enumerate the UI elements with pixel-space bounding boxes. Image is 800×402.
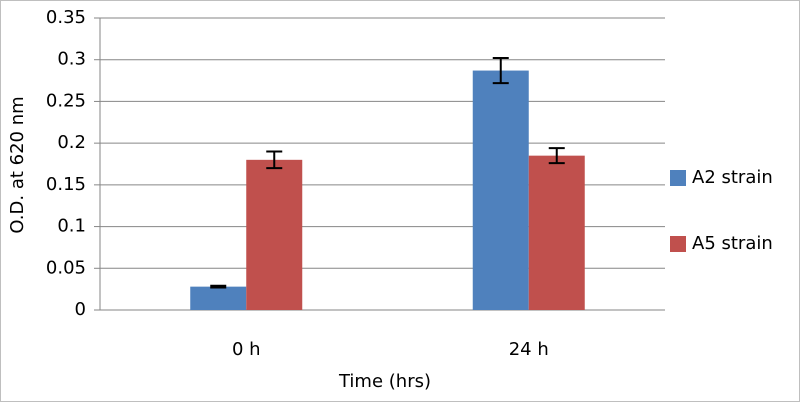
legend-swatch [670,170,686,186]
y-tick-label: 0.1 [57,216,86,237]
y-tick-label: 0.05 [46,257,86,278]
x-tick-label: 24 h [509,339,549,360]
y-tick-label: 0.3 [57,49,86,70]
y-tick-label: 0.2 [57,132,86,153]
y-tick-label: 0.25 [46,90,86,111]
bar [190,286,247,310]
error-bar [492,57,509,85]
legend-label: A5 strain [692,233,773,254]
y-axis-label: O.D. at 620 nm [7,96,28,233]
x-tick-label: 0 h [232,339,261,360]
error-bar [548,147,565,165]
x-axis-label: Time (hrs) [338,371,431,392]
legend-swatch [670,236,686,252]
y-tick-label: 0.35 [46,7,86,28]
error-bar [266,150,283,170]
legend-label: A2 strain [692,167,773,188]
bar [472,70,529,310]
bar [528,155,585,310]
error-bar [210,284,227,289]
y-tick-label: 0.15 [46,174,86,195]
y-tick-label: 0 [75,299,86,320]
bar [246,159,303,310]
